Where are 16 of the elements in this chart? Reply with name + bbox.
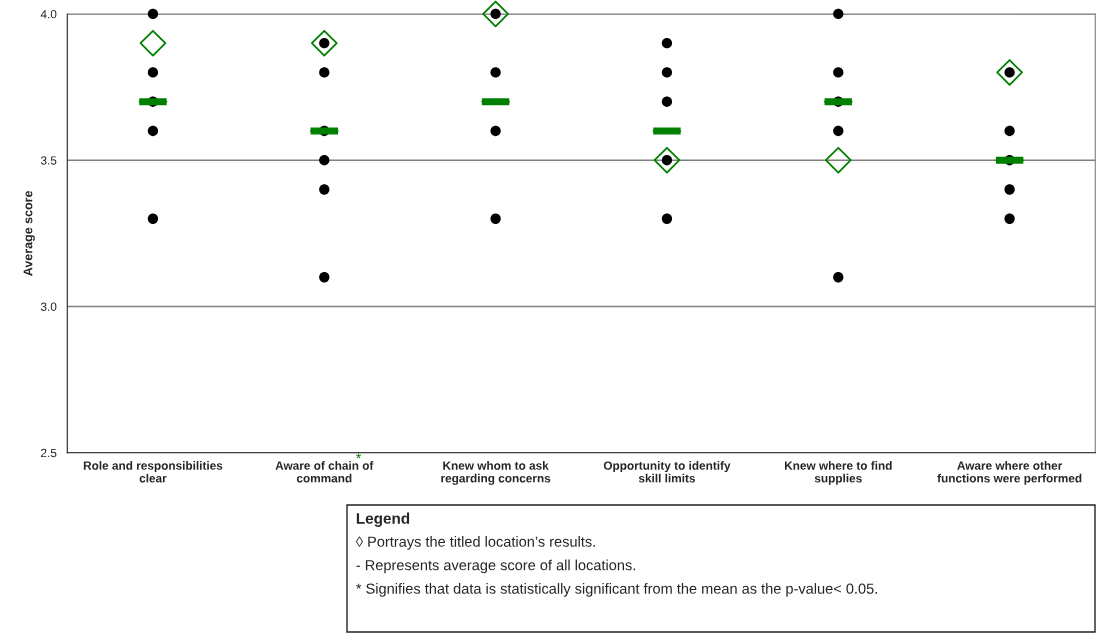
y-axis-title: Average score — [23, 190, 35, 276]
text: Legend — [356, 512, 410, 527]
x-tick-label: Knew where to find supplies — [784, 461, 892, 485]
text: * Signifies that data is statistically significant from the mean as the p-value< 0.05. — [356, 583, 877, 597]
y-tick-label: 3.5 — [40, 156, 57, 165]
x-tick-label: Knew whom to ask regarding concerns — [441, 461, 551, 485]
x-tick-label: Aware where other functions were performed — [937, 461, 1082, 485]
text: ◊ Portrays the titled location’s results. — [355, 536, 595, 550]
y-tick-label: 2.5 — [41, 448, 57, 458]
text: - Represents average score of all locations. — [356, 559, 635, 574]
x-tick-label: Role and responsibilities clear — [83, 461, 223, 483]
y-tick-label: 3.0 — [40, 302, 57, 311]
x-tick-label: Aware of chain of command — [275, 461, 374, 483]
y-tick-label: 4.0 — [40, 10, 57, 19]
text: * — [356, 453, 362, 459]
x-tick-label: Opportunity to identify skill limits — [603, 461, 731, 483]
